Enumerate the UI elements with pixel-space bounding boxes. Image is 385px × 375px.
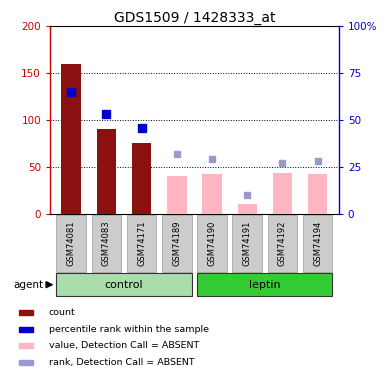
Text: GSM74190: GSM74190 xyxy=(208,220,216,266)
Bar xyxy=(19,360,33,365)
Bar xyxy=(273,173,292,214)
Text: agent: agent xyxy=(13,280,43,290)
Title: GDS1509 / 1428333_at: GDS1509 / 1428333_at xyxy=(114,11,275,25)
Text: GSM74194: GSM74194 xyxy=(313,220,322,266)
Bar xyxy=(56,273,192,296)
Bar xyxy=(127,214,156,272)
Bar xyxy=(97,129,116,214)
Bar xyxy=(92,214,121,272)
Text: GSM74083: GSM74083 xyxy=(102,220,111,266)
Bar xyxy=(268,214,297,272)
Text: GSM74081: GSM74081 xyxy=(67,220,76,266)
Bar xyxy=(203,174,222,214)
Text: count: count xyxy=(49,308,75,316)
Bar xyxy=(197,273,333,296)
Bar xyxy=(132,144,151,214)
Text: percentile rank within the sample: percentile rank within the sample xyxy=(49,324,209,334)
Text: control: control xyxy=(105,280,143,290)
Bar xyxy=(233,214,262,272)
Text: value, Detection Call = ABSENT: value, Detection Call = ABSENT xyxy=(49,341,199,350)
Bar xyxy=(56,214,86,272)
Text: GSM74189: GSM74189 xyxy=(172,220,181,266)
Text: GSM74191: GSM74191 xyxy=(243,220,252,266)
Text: GSM74192: GSM74192 xyxy=(278,220,287,266)
Bar xyxy=(19,344,33,348)
Bar xyxy=(197,214,227,272)
Text: leptin: leptin xyxy=(249,280,281,290)
Text: GSM74171: GSM74171 xyxy=(137,220,146,266)
Text: rank, Detection Call = ABSENT: rank, Detection Call = ABSENT xyxy=(49,358,194,368)
Bar xyxy=(167,176,186,214)
Bar xyxy=(19,310,33,315)
Bar xyxy=(19,327,33,332)
Bar xyxy=(238,204,257,214)
Bar xyxy=(303,214,333,272)
Bar xyxy=(62,64,81,214)
Bar xyxy=(162,214,192,272)
Bar xyxy=(308,174,327,214)
